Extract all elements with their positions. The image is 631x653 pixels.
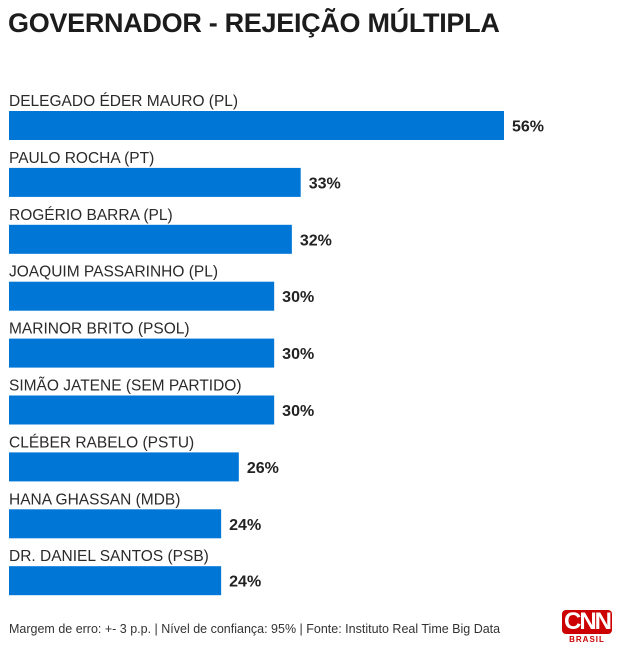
cnn-brasil-logo: CNN BRASIL [562, 610, 612, 646]
category-label: JOAQUIM PASSARINHO (PL) [9, 264, 218, 281]
bar-chart: DELEGADO ÉDER MAURO (PL) 56% PAULO ROCHA (… [9, 93, 544, 596]
category-label: DELEGADO ÉDER MAURO (PL) [9, 93, 238, 110]
value-label: 30% [282, 346, 314, 363]
category-label: DR. DANIEL SANTOS (PSB) [9, 548, 209, 565]
value-label: 32% [300, 232, 332, 249]
bar [9, 111, 504, 140]
bar [9, 167, 301, 197]
category-label: ROGÉRIO BARRA (PL) [9, 207, 173, 224]
footer-source-note: Margem de erro: +- 3 p.p. | Nível de con… [9, 622, 501, 636]
category-label: MARINOR BRITO (PSOL) [9, 321, 190, 338]
value-label: 30% [282, 289, 314, 306]
value-label: 56% [512, 119, 544, 136]
bar [9, 566, 222, 596]
value-label: 24% [229, 574, 261, 591]
chart-title: GOVERNADOR - REJEIÇÃO MÚLTIPLA [8, 8, 500, 38]
category-label: HANA GHASSAN (MDB) [9, 491, 180, 508]
value-label: 26% [247, 460, 279, 477]
category-label: CLÉBER RABELO (PSTU) [9, 434, 194, 451]
cnn-logo-mark: CNN [562, 608, 612, 635]
cnn-logo-sub: BRASIL [569, 635, 605, 644]
bar [9, 452, 239, 482]
bar [9, 338, 275, 368]
value-label: 24% [229, 517, 261, 534]
bar [9, 509, 222, 539]
category-label: PAULO ROCHA (PT) [9, 150, 154, 167]
bar [9, 281, 275, 311]
bar [9, 395, 275, 425]
category-label: SIMÃO JATENE (SEM PARTIDO) [9, 378, 242, 395]
value-label: 33% [309, 175, 341, 192]
bar [9, 224, 292, 254]
value-label: 30% [282, 403, 314, 420]
